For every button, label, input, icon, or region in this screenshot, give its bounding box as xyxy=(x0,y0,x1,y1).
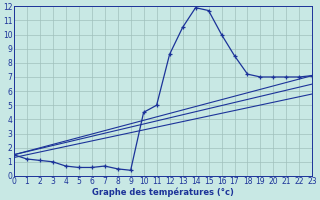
X-axis label: Graphe des températures (°c): Graphe des températures (°c) xyxy=(92,188,234,197)
